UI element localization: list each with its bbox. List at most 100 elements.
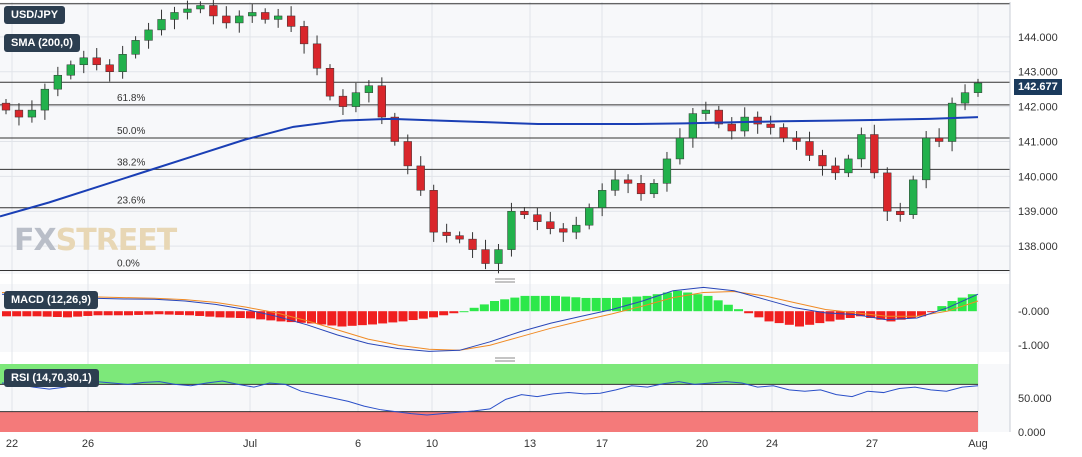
macd-line [1,286,979,352]
rsi-line [1,380,979,416]
macd-tick-label: -1.000 [1018,340,1049,352]
candle-body [896,210,905,215]
macd-histogram-bar [337,311,347,327]
candle-body [118,54,127,72]
current-price-tag: 142.677 [1014,79,1062,95]
candle-body [92,57,101,66]
candle-body [766,123,775,128]
macd-histogram-bar [103,311,113,316]
macd-histogram-bar [744,311,754,314]
candle-body [857,134,866,160]
macd-histogram-bar [825,311,835,322]
candle-body [598,190,607,208]
fib-level-label: 61.8% [117,93,145,104]
candle-body [870,134,879,174]
x-tick-label: 24 [766,438,778,450]
price-tick-label: 142.000 [1018,102,1058,114]
macd-histogram-bar [296,311,306,323]
macd-histogram-bar [571,297,581,312]
macd-histogram-bar [429,311,438,318]
macd-histogram-bar [652,294,662,312]
macd-histogram-bar [530,295,540,312]
macd-histogram-bar [449,311,459,314]
macd-histogram-bar [591,297,601,312]
candle-body [40,88,50,111]
macd-histogram-bar [124,311,133,316]
macd-histogram-bar [185,311,194,316]
candle-body [831,165,840,174]
candle-body [403,141,412,167]
candle-body [27,109,37,118]
macd-histogram-bar [32,311,42,317]
fib-level-label: 38.2% [117,157,145,168]
macd-histogram-bar [713,300,723,312]
x-tick-label: Aug [968,438,988,450]
macd-histogram-bar [490,301,499,312]
watermark-street: STREET [55,223,178,258]
macd-histogram-bar [723,304,733,312]
macd-histogram-bar [276,311,286,322]
price-tick-label: 139.000 [1018,206,1058,218]
macd-histogram-bar [246,311,255,319]
macd-histogram-bar [805,311,815,325]
candle-body [818,155,827,167]
macd-histogram-bar [134,311,144,315]
macd-histogram-bar [551,295,560,312]
candle-body [662,158,672,184]
macd-histogram-bar [937,306,947,312]
candle-body [416,165,425,191]
candle-body [714,109,723,125]
macd-histogram-bar [927,311,937,313]
macd-histogram-bar [662,292,672,312]
macd-histogram-bar [957,297,967,312]
macd-histogram-bar [561,296,571,312]
price-tick-label: 143.000 [1018,67,1058,79]
candle-body [947,102,957,142]
macd-histogram-bar [52,311,62,317]
candle-body [922,137,931,181]
candle-body [274,15,283,20]
candle-body [66,64,75,76]
x-tick-label: 13 [524,438,536,450]
candle-body [442,231,451,236]
macd-histogram-bar [388,311,398,323]
candle-body [261,12,270,20]
x-tick-label: Jul [243,438,257,450]
macd-histogram-bar [815,311,825,324]
candle-body [312,43,322,69]
macd-histogram-bar [357,311,367,326]
price-tick-label: 144.000 [1018,32,1058,44]
fib-level-label: 23.6% [117,196,145,207]
candle-body [196,5,205,10]
candle-body [299,26,309,45]
candle-body [572,224,581,233]
macd-indicator-badge[interactable]: MACD (12,26,9) [4,291,99,309]
macd-histogram-bar [459,311,469,313]
candle-body [844,158,853,174]
candle-body [533,214,542,222]
rsi-tick-label: 0.000 [1018,427,1046,439]
rsi-indicator-badge[interactable]: RSI (14,70,30,1) [4,369,99,387]
macd-histogram-bar [73,311,83,317]
candle-body [585,207,594,226]
candle-body [222,15,231,24]
macd-histogram-bar [906,311,916,318]
sma-indicator-badge[interactable]: SMA (200,0) [4,34,80,52]
candle-body [753,116,762,125]
macd-histogram-bar [673,290,682,312]
macd-histogram-bar [469,307,479,312]
x-tick-label: 17 [596,438,608,450]
macd-histogram-bar [144,311,154,315]
macd-histogram-bar [622,297,632,312]
macd-histogram-bar [154,311,164,315]
macd-histogram-bar [83,311,93,316]
candle-body [131,40,140,55]
macd-histogram-bar [12,311,22,317]
candle-body [494,249,503,264]
macd-histogram-bar [93,311,103,316]
macd-histogram-bar [500,299,510,312]
price-tick-label: 141.000 [1018,136,1058,148]
symbol-badge[interactable]: USD/JPY [4,6,66,24]
macd-histogram-bar [754,311,764,318]
candle-body [105,64,114,72]
